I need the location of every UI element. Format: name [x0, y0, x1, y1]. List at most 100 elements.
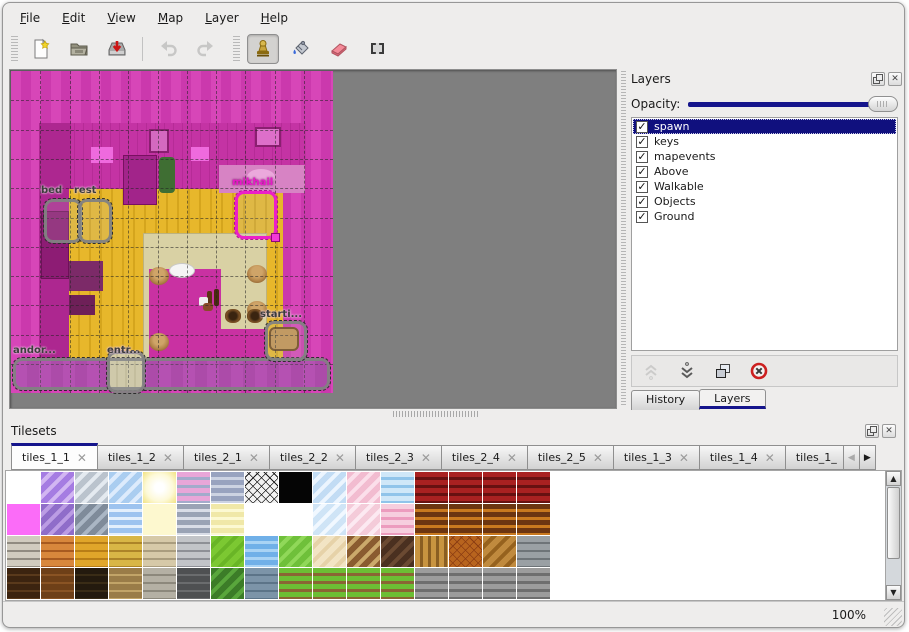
dock-drag-handle[interactable] — [621, 71, 626, 407]
open-file-button[interactable] — [63, 34, 95, 64]
tile-1-4[interactable] — [143, 504, 176, 535]
tile-0-4[interactable] — [143, 472, 176, 503]
tileset-tab-tiles_2_5[interactable]: tiles_2_5 ✕ — [526, 445, 614, 470]
tile-2-4[interactable] — [143, 536, 176, 567]
tile-2-14[interactable] — [483, 536, 516, 567]
dock-tab-layers[interactable]: Layers — [699, 389, 766, 409]
eraser-tool-button[interactable] — [323, 34, 355, 64]
tile-1-13[interactable] — [449, 504, 482, 535]
tileset-tab-tiles_2_2[interactable]: tiles_2_2 ✕ — [268, 445, 356, 470]
delete-layer-button[interactable] — [748, 360, 770, 382]
tile-3-12[interactable] — [415, 568, 448, 599]
tab-scroll-left-button[interactable]: ◀ — [842, 445, 860, 470]
tile-0-7[interactable] — [245, 472, 278, 503]
tile-0-12[interactable] — [415, 472, 448, 503]
tile-1-2[interactable] — [75, 504, 108, 535]
palette-scrollbar[interactable]: ▲ ▼ — [885, 471, 901, 600]
scrollbar-thumb[interactable] — [887, 487, 900, 559]
layer-row-Ground[interactable]: ✓ Ground — [633, 209, 896, 224]
layer-visibility-checkbox[interactable]: ✓ — [636, 119, 648, 133]
layer-visibility-checkbox[interactable]: ✓ — [636, 209, 648, 223]
tileset-tab-tiles_1_1[interactable]: tiles_1_1 ✕ — [11, 443, 98, 470]
tile-0-5[interactable] — [177, 472, 210, 503]
lower-layer-button[interactable] — [676, 360, 698, 382]
undo-button[interactable] — [152, 34, 184, 64]
tile-2-13[interactable] — [449, 536, 482, 567]
fill-tool-button[interactable] — [285, 34, 317, 64]
tile-3-14[interactable] — [483, 568, 516, 599]
tile-0-15[interactable] — [517, 472, 550, 503]
tile-0-0[interactable] — [7, 472, 40, 503]
tile-0-8[interactable] — [279, 472, 312, 503]
tile-1-11[interactable] — [381, 504, 414, 535]
opacity-slider[interactable] — [688, 96, 898, 112]
layer-row-mapevents[interactable]: ✓ mapevents — [633, 149, 896, 164]
tile-0-11[interactable] — [381, 472, 414, 503]
tab-close-icon[interactable]: ✕ — [162, 450, 173, 465]
tile-1-7[interactable] — [245, 504, 278, 535]
tile-3-0[interactable] — [7, 568, 40, 599]
tileset-tab-tiles_2_1[interactable]: tiles_2_1 ✕ — [182, 445, 270, 470]
object-resize-handle[interactable] — [271, 233, 280, 242]
tilesets-float-button[interactable] — [865, 424, 879, 438]
save-file-button[interactable] — [101, 34, 133, 64]
tile-1-1[interactable] — [41, 504, 74, 535]
tab-close-icon[interactable]: ✕ — [420, 450, 431, 465]
tile-3-8[interactable] — [279, 568, 312, 599]
duplicate-layer-button[interactable] — [712, 360, 734, 382]
tile-3-4[interactable] — [143, 568, 176, 599]
tileset-tab-tiles_1_[interactable]: tiles_1_ — [784, 445, 845, 470]
tile-0-6[interactable] — [211, 472, 244, 503]
map-object-starti[interactable] — [264, 320, 308, 362]
map-object-entr[interactable] — [106, 350, 146, 394]
tile-1-12[interactable] — [415, 504, 448, 535]
tab-close-icon[interactable]: ✕ — [678, 450, 689, 465]
map-viewport[interactable]: bed rest mikhail andor... entr... starti... — [9, 69, 617, 409]
tab-close-icon[interactable]: ✕ — [76, 450, 87, 465]
toolbar-grip[interactable] — [11, 35, 18, 62]
map-object-bed[interactable] — [43, 198, 83, 244]
tile-0-9[interactable] — [313, 472, 346, 503]
rect-select-tool-button[interactable] — [361, 34, 393, 64]
tile-0-1[interactable] — [41, 472, 74, 503]
menu-layer[interactable]: Layer — [205, 11, 239, 25]
map-canvas[interactable]: bed rest mikhail andor... entr... starti... — [11, 71, 333, 394]
menu-help[interactable]: Help — [260, 11, 289, 25]
new-file-button[interactable] — [25, 34, 57, 64]
tile-1-10[interactable] — [347, 504, 380, 535]
layer-visibility-checkbox[interactable]: ✓ — [636, 164, 648, 178]
scroll-down-button[interactable]: ▼ — [886, 585, 901, 600]
tile-3-13[interactable] — [449, 568, 482, 599]
tile-1-6[interactable] — [211, 504, 244, 535]
tile-2-0[interactable] — [7, 536, 40, 567]
tile-1-0[interactable] — [7, 504, 40, 535]
layer-visibility-checkbox[interactable]: ✓ — [636, 149, 648, 163]
layer-visibility-checkbox[interactable]: ✓ — [636, 134, 648, 148]
tileset-tab-tiles_2_4[interactable]: tiles_2_4 ✕ — [440, 445, 528, 470]
tile-1-5[interactable] — [177, 504, 210, 535]
menu-file[interactable]: File — [20, 11, 41, 25]
tileset-tab-tiles_1_3[interactable]: tiles_1_3 ✕ — [612, 445, 700, 470]
tile-1-14[interactable] — [483, 504, 516, 535]
tile-2-7[interactable] — [245, 536, 278, 567]
map-object-mikhail[interactable] — [234, 190, 280, 242]
raise-layer-button[interactable] — [640, 360, 662, 382]
tile-2-3[interactable] — [109, 536, 142, 567]
layer-row-Objects[interactable]: ✓ Objects — [633, 194, 896, 209]
map-object-andor[interactable] — [12, 357, 331, 391]
tileset-tab-tiles_1_2[interactable]: tiles_1_2 ✕ — [96, 445, 184, 470]
tile-2-10[interactable] — [347, 536, 380, 567]
layer-visibility-checkbox[interactable]: ✓ — [636, 194, 648, 208]
tileset-tab-tiles_2_3[interactable]: tiles_2_3 ✕ — [354, 445, 442, 470]
tile-0-2[interactable] — [75, 472, 108, 503]
close-panel-button[interactable]: ✕ — [888, 72, 902, 86]
menu-edit[interactable]: Edit — [62, 11, 86, 25]
tile-0-10[interactable] — [347, 472, 380, 503]
tile-3-3[interactable] — [109, 568, 142, 599]
tab-close-icon[interactable]: ✕ — [764, 450, 775, 465]
tab-close-icon[interactable]: ✕ — [248, 450, 259, 465]
redo-button[interactable] — [190, 34, 222, 64]
layer-row-Walkable[interactable]: ✓ Walkable — [633, 179, 896, 194]
tile-1-3[interactable] — [109, 504, 142, 535]
tile-2-15[interactable] — [517, 536, 550, 567]
